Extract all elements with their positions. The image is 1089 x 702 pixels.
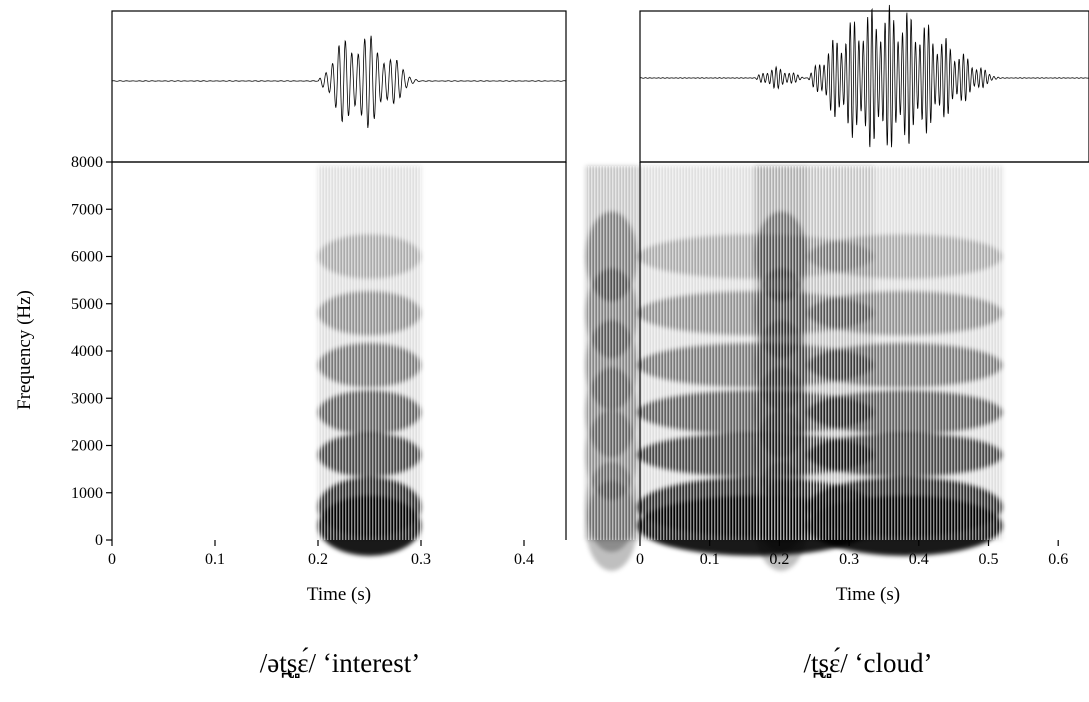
left-caption: /ət̪ʂ̻ɛ́/ ‘interest’ — [260, 648, 421, 679]
spectrogram-segment — [807, 166, 1003, 556]
y-tick-label: 8000 — [71, 154, 103, 171]
y-tick-label: 3000 — [71, 390, 103, 407]
right-caption: /t̪ʂ̻ɛ́/ ‘cloud’ — [803, 648, 932, 679]
left-axes: 0 1000 2000 3000 4000 5000 6000 7000 8000 0 0.1 0.… — [71, 154, 567, 568]
right-waveform — [639, 4, 1089, 148]
right-spectrogram-content — [755, 166, 1003, 571]
left-waveform — [111, 35, 566, 128]
x-tick-label: 0 — [636, 551, 644, 568]
left-waveform-frame — [111, 10, 567, 163]
left-x-axis-title: Time (s) — [307, 584, 371, 605]
y-tick-label: 5000 — [71, 296, 103, 313]
spectrogram-segment — [318, 166, 421, 556]
x-tick-label: 0.2 — [769, 551, 789, 568]
y-tick-label: 2000 — [71, 438, 103, 455]
right-axes: 0 0.1 0.2 0.3 0.4 0.5 0.6 — [636, 161, 1089, 568]
x-tick-label: 0.4 — [909, 551, 929, 568]
left-waveform-group — [111, 10, 567, 163]
left-panel: 0 1000 2000 3000 4000 5000 6000 7000 8000 0 0.1 0.… — [14, 10, 875, 679]
x-tick-label: 0.2 — [308, 551, 328, 568]
x-tick-label: 0.3 — [839, 551, 859, 568]
left-y-axis-title: Frequency (Hz) — [14, 290, 35, 410]
x-tick-label: 0.1 — [205, 551, 225, 568]
x-tick-label: 0.4 — [514, 551, 534, 568]
spectrogram-segment — [755, 166, 808, 571]
y-tick-label: 7000 — [71, 201, 103, 218]
x-tick-label: 0.3 — [411, 551, 431, 568]
x-tick-label: 0 — [108, 551, 116, 568]
right-waveform-group — [639, 4, 1089, 163]
x-tick-label: 0.5 — [979, 551, 999, 568]
right-panel: 0 0.1 0.2 0.3 0.4 0.5 0.6 Time (s) /t̪ʂ̻ɛ́/ ‘c… — [636, 4, 1089, 679]
right-x-axis-title: Time (s) — [836, 584, 900, 605]
x-tick-label: 0.1 — [700, 551, 720, 568]
spectrogram-segment — [585, 166, 638, 571]
y-tick-label: 4000 — [71, 343, 103, 360]
x-tick-label: 0.6 — [1048, 551, 1068, 568]
y-tick-label: 1000 — [71, 485, 103, 502]
y-tick-label: 6000 — [71, 249, 103, 266]
y-tick-label: 0 — [95, 532, 103, 549]
